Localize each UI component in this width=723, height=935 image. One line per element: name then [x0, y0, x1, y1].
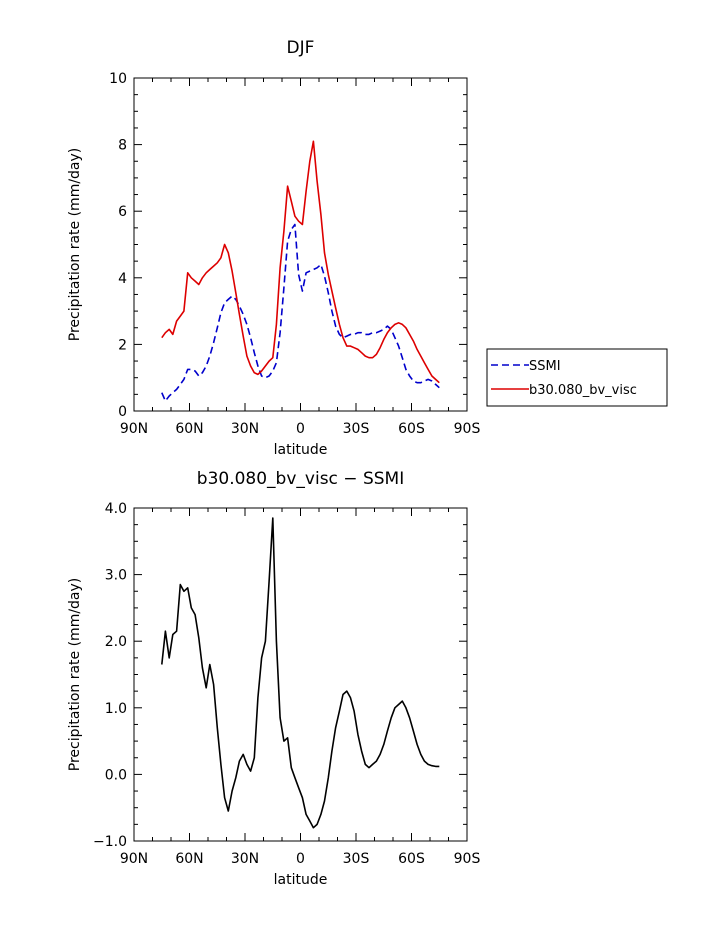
plot-frame: [133, 77, 468, 412]
x-tick-label: 90N: [120, 421, 148, 437]
series-line-b30-080-bv-visc: [161, 140, 440, 384]
legend-label: SSMI: [529, 359, 561, 374]
x-tick-label: 30S: [343, 421, 370, 437]
x-axis-title: latitude: [274, 442, 328, 458]
x-tick-label: 90N: [120, 851, 148, 867]
legend-box: [486, 348, 668, 407]
y-tick-label: 4: [118, 271, 127, 287]
legend: SSMI b30.080_bv_visc: [486, 348, 668, 407]
x-tick-label: 60S: [398, 851, 425, 867]
y-tick-label: 0.0: [105, 767, 127, 783]
y-tick-label: 4.0: [105, 501, 127, 517]
x-tick-label: 30S: [343, 851, 370, 867]
x-tick-label: 60N: [175, 851, 203, 867]
x-tick-label: 30N: [231, 851, 259, 867]
y-tick-label: 1.0: [105, 701, 127, 717]
y-tick-label: 3.0: [105, 568, 127, 584]
series-line-ssmi: [161, 223, 440, 402]
x-tick-label: 90S: [454, 421, 481, 437]
y-tick-label: 2.0: [105, 634, 127, 650]
series-line-difference: [161, 517, 440, 829]
y-tick-label: 8: [118, 138, 127, 154]
chart-title: DJF: [287, 38, 315, 58]
chart-title: b30.080_bv_visc − SSMI: [197, 469, 404, 489]
y-tick-label: 10: [109, 71, 127, 87]
x-tick-label: 60S: [398, 421, 425, 437]
x-axis-title: latitude: [274, 872, 328, 888]
legend-label: b30.080_bv_visc: [529, 383, 637, 398]
chart-panel-2: 90N 60N 30N 0 30S 60S 90S −1.0 0.0 1.0 2.0 3.0 4.0 b3…: [67, 469, 480, 888]
x-tick-label: 60N: [175, 421, 203, 437]
y-axis-title: Precipitation rate (mm/day): [67, 148, 83, 342]
x-tick-label: 0: [296, 851, 305, 867]
chart-panel-1: 90N 60N 30N 0 30S 60S 90S 0 2 4 6 8 10 DJF latitude Pre…: [67, 38, 668, 458]
y-tick-label: 0: [118, 404, 127, 420]
y-tick-label: 2: [118, 337, 127, 353]
y-tick-label: −1.0: [93, 834, 127, 850]
x-tick-label: 90S: [454, 851, 481, 867]
y-axis-title: Precipitation rate (mm/day): [67, 578, 83, 772]
x-tick-label: 30N: [231, 421, 259, 437]
y-tick-label: 6: [118, 204, 127, 220]
x-tick-label: 0: [296, 421, 305, 437]
